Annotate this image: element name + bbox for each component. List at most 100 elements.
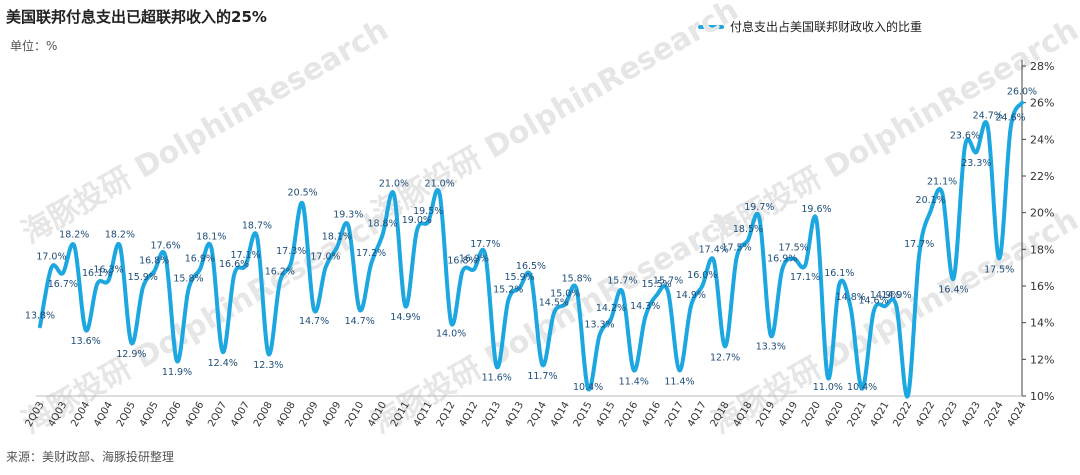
x-tick-label: 4Q21 <box>869 400 892 429</box>
y-tick-label: 26% <box>1030 97 1054 110</box>
data-label: 16.9% <box>459 254 489 265</box>
x-tick-label: 4Q07 <box>229 400 252 429</box>
data-label: 18.2% <box>59 230 89 241</box>
data-label: 21.0% <box>379 178 409 189</box>
data-label: 16.6% <box>219 259 249 270</box>
data-label: 15.7% <box>653 276 683 287</box>
data-label: 10.4% <box>847 382 877 393</box>
y-tick-label: 24% <box>1030 133 1054 146</box>
x-tick-label: 2Q15 <box>572 400 595 429</box>
data-label: 20.5% <box>288 188 318 199</box>
data-label: 17.7% <box>904 239 934 250</box>
data-label: 17.7% <box>470 239 500 250</box>
data-label: 15.5% <box>642 279 672 290</box>
data-label: 18.8% <box>367 219 397 230</box>
x-tick-label: 4Q14 <box>549 400 572 429</box>
x-tick-label: 2Q21 <box>846 400 869 429</box>
y-tick-label: 12% <box>1030 353 1054 366</box>
x-tick-label: 2Q06 <box>161 400 184 429</box>
y-tick-label: 14% <box>1030 317 1054 330</box>
data-label: 17.1% <box>790 272 820 283</box>
data-label: 14.3% <box>630 301 660 312</box>
data-label: 16.9% <box>767 254 797 265</box>
data-label: 19.6% <box>801 204 831 215</box>
x-tick-label: 4Q12 <box>457 400 480 429</box>
data-label: 24.6% <box>995 112 1025 123</box>
data-label: 16.0% <box>687 270 717 281</box>
data-label: 12.7% <box>710 353 740 364</box>
data-label: 15.8% <box>562 274 592 285</box>
x-tick-label: 2Q10 <box>343 400 366 429</box>
data-label: 20.1% <box>916 195 946 206</box>
data-label: 11.0% <box>813 382 843 393</box>
data-label: 12.9% <box>116 349 146 360</box>
data-label: 16.5% <box>516 261 546 272</box>
y-tick-label: 10% <box>1030 390 1054 403</box>
data-label: 17.4% <box>699 244 729 255</box>
x-tick-label: 2Q13 <box>480 400 503 429</box>
data-label: 15.7% <box>607 276 637 287</box>
x-tick-label: 2Q22 <box>891 400 914 429</box>
x-tick-label: 4Q15 <box>595 400 618 429</box>
y-tick-label: 22% <box>1030 170 1054 183</box>
data-label: 19.5% <box>413 206 443 217</box>
data-label: 13.3% <box>584 320 614 331</box>
data-label: 16.8% <box>139 255 169 266</box>
x-tick-label: 4Q22 <box>914 400 937 429</box>
data-label: 10.4% <box>573 382 603 393</box>
data-label: 18.7% <box>242 221 272 232</box>
data-label: 16.8% <box>447 255 477 266</box>
x-tick-label: 2Q16 <box>617 400 640 429</box>
data-label: 16.2% <box>265 266 295 277</box>
data-label: 12.3% <box>253 360 283 371</box>
x-tick-label: 2Q08 <box>252 400 275 429</box>
x-tick-label: 2Q07 <box>206 400 229 429</box>
data-label: 21.0% <box>425 178 455 189</box>
x-tick-label: 2Q20 <box>800 400 823 429</box>
data-label: 16.1% <box>824 268 854 279</box>
data-label: 15.9% <box>128 272 158 283</box>
data-label: 15.2% <box>493 285 523 296</box>
x-tick-label: 2Q14 <box>526 400 549 429</box>
data-label: 14.7% <box>345 316 375 327</box>
y-tick-label: 20% <box>1030 207 1054 220</box>
y-tick-label: 18% <box>1030 243 1054 256</box>
legend: 付息支出占美国联邦财政收入的比重 <box>698 18 922 35</box>
x-tick-label: 4Q05 <box>138 400 161 429</box>
data-label: 17.0% <box>36 252 66 263</box>
x-tick-label: 2Q24 <box>983 400 1006 429</box>
data-label: 13.8% <box>25 310 55 321</box>
data-label: 14.0% <box>436 329 466 340</box>
data-label: 14.6% <box>858 296 888 307</box>
x-tick-label: 4Q09 <box>320 400 343 429</box>
data-label: 26.0% <box>1007 87 1037 98</box>
data-label: 17.1% <box>230 250 260 261</box>
x-tick-label: 2Q09 <box>298 400 321 429</box>
x-tick-label: 4Q08 <box>275 400 298 429</box>
data-label: 13.6% <box>71 336 101 347</box>
data-label: 17.6% <box>151 241 181 252</box>
data-label: 17.5% <box>984 265 1014 276</box>
watermark: 海豚投研 DolphinResearch <box>706 12 1080 251</box>
x-tick-label: 2Q17 <box>663 400 686 429</box>
data-label: 14.2% <box>596 303 626 314</box>
data-label: 23.6% <box>950 131 980 142</box>
series-line <box>38 100 1024 399</box>
data-label: 18.5% <box>733 224 763 235</box>
x-tick-label: 4Q17 <box>686 400 709 429</box>
data-label: 17.5% <box>779 243 809 254</box>
data-label: 12.4% <box>208 358 238 369</box>
data-label: 14.9% <box>881 290 911 301</box>
data-label: 17.2% <box>356 248 386 259</box>
data-label: 11.6% <box>482 373 512 384</box>
data-label: 16.1% <box>82 268 112 279</box>
data-label: 19.3% <box>333 210 363 221</box>
data-label: 14.8% <box>836 292 866 303</box>
x-tick-label: 4Q06 <box>183 400 206 429</box>
x-tick-label: 4Q24 <box>1006 400 1029 429</box>
chart-title: 美国联邦付息支出已超联邦收入的25% <box>6 8 267 26</box>
y-tick-label: 28% <box>1030 60 1054 73</box>
x-tick-label: 4Q20 <box>823 400 846 429</box>
data-label: 17.5% <box>721 243 751 254</box>
